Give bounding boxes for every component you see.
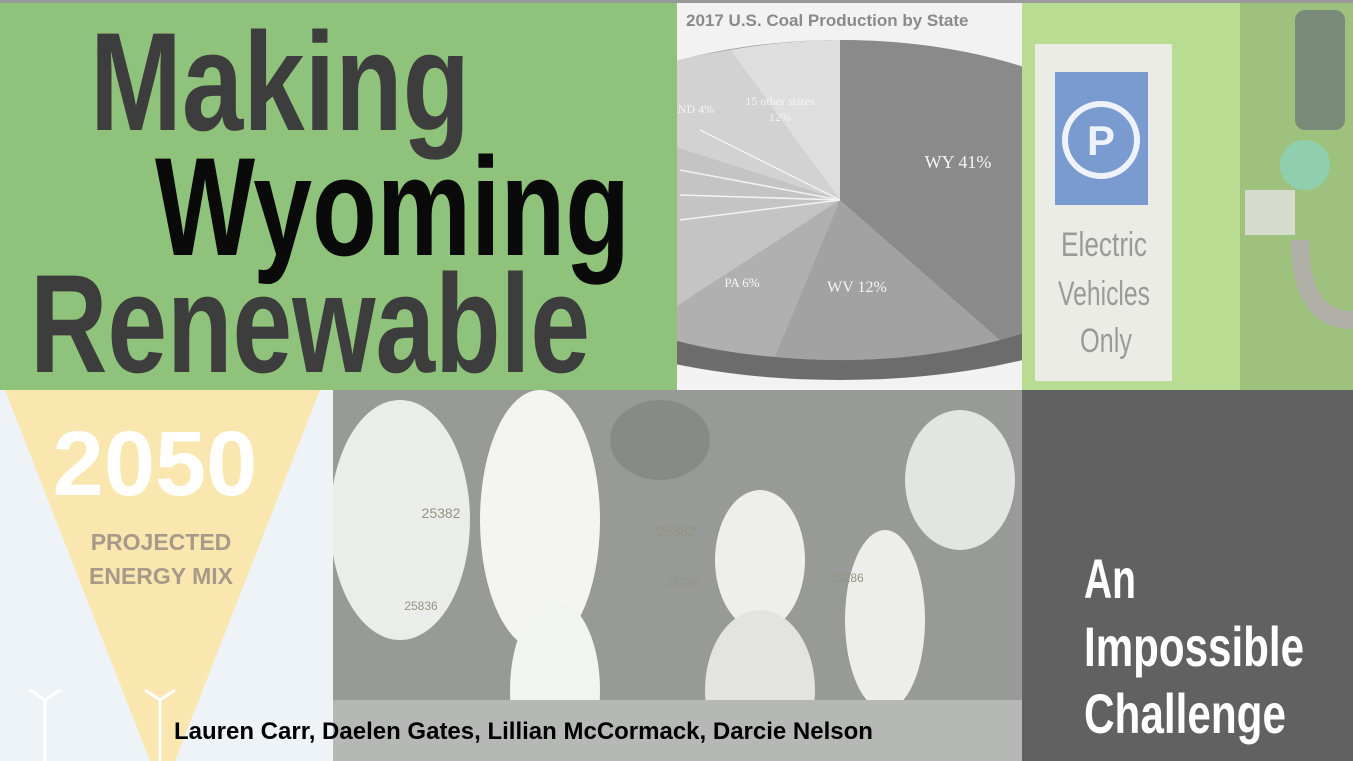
pie-slice	[775, 200, 1000, 361]
sign-text: Only	[1080, 322, 1132, 360]
poster-text: ENERGY MIX	[89, 563, 234, 589]
pie-slice	[677, 50, 840, 200]
pie-label: ND 4%	[678, 102, 714, 116]
ear-tag: 25836	[404, 599, 438, 613]
ear-tag: 25286	[666, 575, 700, 589]
pie-slice	[730, 40, 840, 200]
subtitle-line: Impossible	[1084, 615, 1304, 678]
title-line: Making	[90, 3, 470, 160]
title-panel	[0, 3, 677, 390]
poster-image: 2050 PROJECTED ENERGY MIX	[0, 390, 333, 761]
pie-slice	[840, 40, 1022, 340]
ear-tag: 25382	[657, 523, 696, 539]
sign-icon-bg	[1055, 72, 1148, 205]
title-line: Renewable	[30, 245, 590, 402]
pie-image: 2017 U.S. Coal Production by State WY 41…	[677, 3, 1022, 390]
cow-patch	[610, 400, 710, 480]
poster-year: 2050	[53, 413, 258, 515]
subtitle-line: An	[1084, 547, 1136, 610]
charger-light	[1280, 140, 1330, 190]
poster-beam	[5, 390, 320, 761]
ear-tag: 25286	[830, 571, 864, 585]
cow-image: 25382 25382 25286 25836 25286	[333, 390, 1022, 761]
pie-slice	[677, 200, 840, 357]
ground	[333, 700, 1022, 761]
subtitle-panel	[1022, 390, 1353, 761]
cable	[1291, 239, 1353, 329]
pie-label: PA 6%	[724, 275, 759, 290]
sign-text: Vehicles	[1058, 275, 1150, 313]
sign-text: Electric	[1061, 226, 1147, 264]
ear-tag: 25382	[422, 505, 461, 521]
authors: Lauren Carr, Daelen Gates, Lillian McCor…	[174, 718, 873, 745]
title-line: Wyoming	[155, 128, 630, 285]
subtitle-line: Challenge	[1084, 682, 1286, 745]
cow-patch	[333, 400, 470, 640]
charger-head	[1295, 10, 1345, 130]
cow-patch	[715, 490, 805, 630]
pie-label: 15 other states	[745, 94, 815, 108]
pie-title: 2017 U.S. Coal Production by State	[686, 11, 968, 30]
cow-patch	[845, 530, 925, 710]
image-wash	[333, 390, 1022, 761]
poster-text: PROJECTED	[91, 529, 232, 555]
ev-image: P Electric Vehicles Only	[1022, 3, 1353, 390]
pie-label: 12%	[769, 110, 791, 124]
sign-icon-letter: P	[1087, 117, 1115, 164]
cow-patch	[480, 390, 600, 650]
cow-patch	[905, 410, 1015, 550]
pie-slice	[677, 147, 840, 306]
pie-label: WY 41%	[925, 152, 992, 172]
sign-icon	[1062, 101, 1140, 179]
pie-label: WV 12%	[827, 279, 887, 296]
charger-box	[1245, 190, 1295, 235]
top-border	[0, 0, 1353, 3]
